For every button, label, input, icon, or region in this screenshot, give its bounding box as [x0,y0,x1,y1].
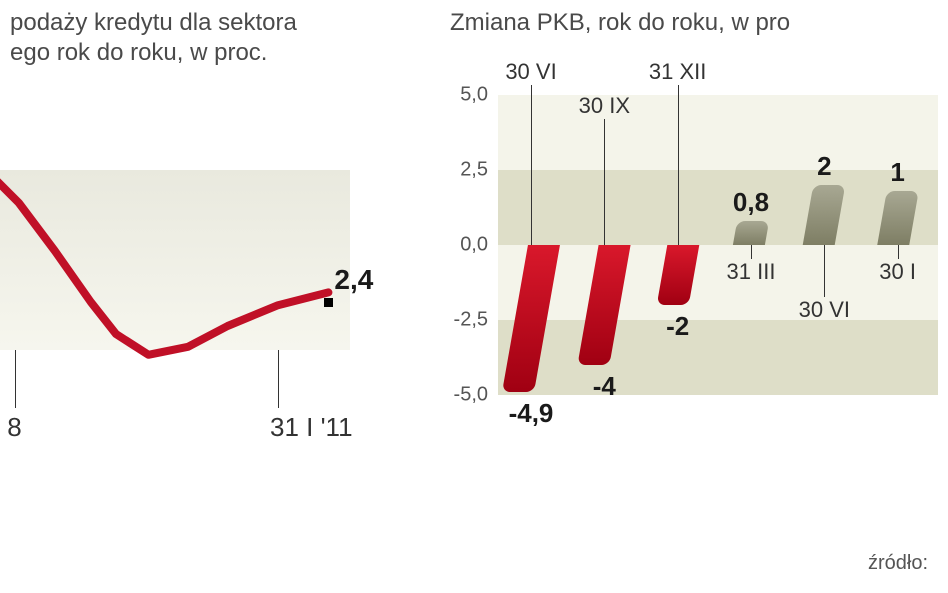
grid-band [498,170,938,245]
callout-line [531,85,532,245]
xtick-line [15,350,16,408]
bar-date-label: 30 VI [505,59,556,85]
ytick-label: 5,0 [430,84,488,107]
grid-band [498,320,938,395]
bar-date-label: 30 VI [799,297,850,323]
bar-chart-area: 5,02,50,0-2,5-5,0 -4,9-4-20,821 30 VI30 … [430,95,940,435]
ytick-label: 2,5 [430,159,488,182]
bar-value-label: 0,8 [733,187,769,218]
source-label: źródło: [868,552,928,575]
xtick-label: 8 [7,412,21,443]
callout-line [678,85,679,245]
bar-date-label: 30 IX [579,93,630,119]
left-chart-panel: podaży kredytu dla sektora ego rok do ro… [0,0,410,593]
line-chart-area: 2,4 8 31 I '11 [0,110,390,490]
line-series [0,174,328,355]
right-chart-panel: Zmiana PKB, rok do roku, w pro 5,0 2,5 0,0… [420,0,948,593]
bar-date-label: 31 XII [649,59,706,85]
ytick-label: -2,5 [430,309,488,332]
xtick-label: 31 I '11 [270,412,353,443]
right-title: Zmiana PKB, rok do roku, w pro [420,0,948,38]
ytick-label: 0,0 [430,234,488,257]
bar-date-label: 31 III [727,259,776,285]
grid-band [498,245,938,320]
grid-band [498,95,938,170]
bar-date-label: 30 I [879,259,916,285]
callout-line [751,245,752,259]
bar-value-label: 2 [817,151,831,182]
bar-value-label: 1 [890,157,904,188]
bar-value-label: -4,9 [509,398,554,429]
xtick-line [278,350,279,408]
callout-line [898,245,899,259]
left-title-line2: ego rok do roku, w proc. [10,39,267,66]
bar-chart-grid: -4,9-4-20,821 30 VI30 IX31 XII31 III30 V… [498,95,938,395]
bar [733,221,769,245]
left-title-line1: podaży kredytu dla sektora [10,9,297,36]
line-chart-svg [0,150,350,370]
callout-line [604,119,605,245]
left-title: podaży kredytu dla sektora ego rok do ro… [0,0,410,68]
line-end-value-label: 2,4 [334,264,373,296]
callout-line [824,245,825,297]
line-end-marker [324,298,333,307]
bar-value-label: -2 [666,311,689,342]
ytick-label: -5,0 [430,384,488,407]
bar-value-label: -4 [593,371,616,402]
